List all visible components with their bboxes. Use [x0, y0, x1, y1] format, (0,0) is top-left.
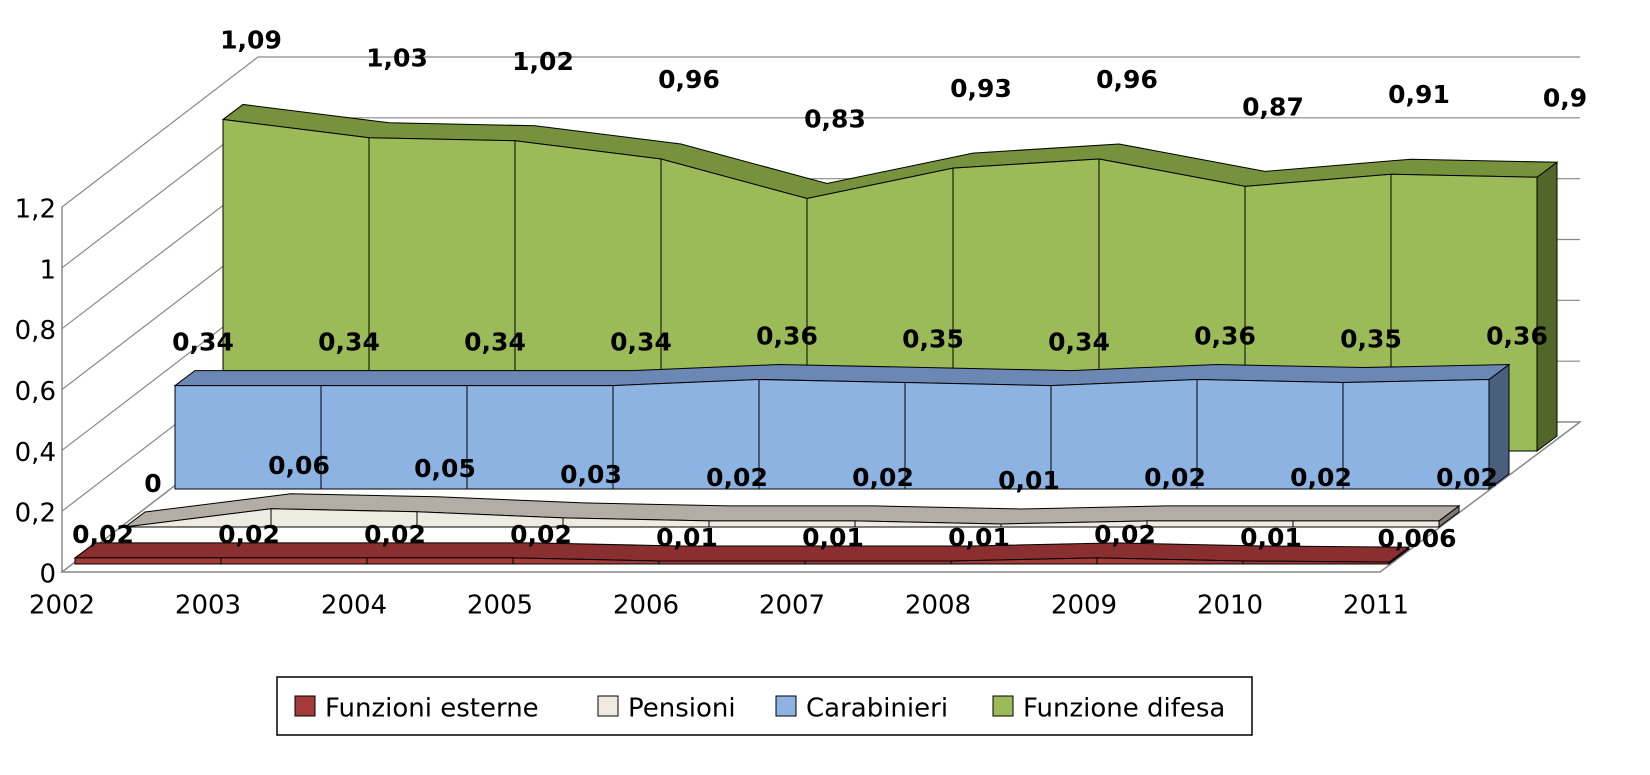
y-tick-label: 0,2	[15, 499, 56, 529]
legend-swatch	[597, 695, 619, 717]
y-tick-label: 1	[39, 255, 56, 285]
x-tick-label: 2003	[175, 591, 241, 621]
value-label: 0,36	[1194, 322, 1256, 351]
value-label: 0,87	[1242, 92, 1304, 121]
value-label: 0,03	[560, 460, 622, 489]
legend-swatch	[992, 695, 1014, 717]
value-label: 0,02	[852, 463, 914, 492]
value-label: 0,02	[1144, 463, 1206, 492]
value-label: 1,09	[220, 25, 282, 54]
legend-label: Funzione difesa	[1023, 694, 1225, 724]
value-label: 0,96	[1096, 65, 1158, 94]
value-label: 0,02	[1290, 463, 1352, 492]
value-label: 0,02	[706, 463, 768, 492]
x-tick-label: 2008	[905, 591, 971, 621]
x-tick-label: 2004	[321, 591, 387, 621]
y-tick-label: 0,4	[15, 438, 56, 468]
value-label: 0,34	[464, 328, 526, 357]
value-label: 0,96	[658, 65, 720, 94]
legend-label: Carabinieri	[806, 694, 948, 724]
y-tick-label: 0,8	[15, 316, 56, 346]
area-side	[1536, 161, 1558, 452]
y-tick-label: 0	[39, 560, 56, 590]
legend-swatch	[294, 695, 316, 717]
value-label: 0,9	[1543, 83, 1587, 112]
x-tick-label: 2006	[613, 591, 679, 621]
legend-label: Pensioni	[628, 694, 736, 724]
legend	[276, 676, 1253, 736]
x-tick-label: 2002	[29, 591, 95, 621]
value-label: 1,02	[512, 47, 574, 76]
value-label: 0,02	[1436, 463, 1498, 492]
value-label: 0	[144, 469, 161, 498]
y-tick-label: 1,2	[15, 195, 56, 225]
value-label: 0,01	[1240, 523, 1302, 552]
value-label: 0,34	[610, 328, 672, 357]
x-tick-label: 2007	[759, 591, 825, 621]
value-label: 0,83	[804, 105, 866, 134]
legend-swatch	[775, 695, 797, 717]
value-label: 0,34	[1048, 328, 1110, 357]
x-tick-label: 2011	[1343, 591, 1409, 621]
x-tick-label: 2005	[467, 591, 533, 621]
value-label: 0,02	[218, 520, 280, 549]
value-label: 0,91	[1388, 80, 1450, 109]
value-label: 0,05	[414, 454, 476, 483]
value-label: 0,01	[802, 523, 864, 552]
value-label: 0,34	[318, 328, 380, 357]
value-label: 0,02	[510, 520, 572, 549]
value-label: 0,36	[756, 322, 818, 351]
value-label: 0,93	[950, 74, 1012, 103]
value-label: 0,02	[1094, 520, 1156, 549]
y-tick-label: 0,6	[15, 377, 56, 407]
value-label: 0,06	[268, 451, 330, 480]
value-label: 1,03	[366, 44, 428, 73]
value-label: 0,02	[72, 520, 134, 549]
value-label: 0,006	[1377, 524, 1456, 553]
grid-line	[61, 56, 1580, 208]
value-label: 0,35	[1340, 325, 1402, 354]
value-label: 0,02	[364, 520, 426, 549]
value-label: 0,34	[172, 328, 234, 357]
value-label: 0,01	[948, 523, 1010, 552]
legend-label: Funzioni esterne	[325, 694, 539, 724]
value-label: 0,01	[656, 523, 718, 552]
area-front	[124, 508, 1440, 528]
value-label: 0,35	[902, 325, 964, 354]
x-tick-label: 2010	[1197, 591, 1263, 621]
value-label: 0,01	[998, 466, 1060, 495]
value-label: 0,36	[1486, 322, 1548, 351]
x-tick-label: 2009	[1051, 591, 1117, 621]
